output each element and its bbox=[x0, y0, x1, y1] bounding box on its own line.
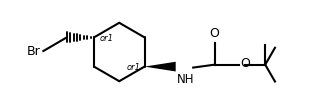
Text: O: O bbox=[240, 57, 250, 70]
Text: Br: Br bbox=[27, 45, 41, 58]
Text: O: O bbox=[210, 27, 219, 40]
Polygon shape bbox=[145, 62, 176, 71]
Text: or1: or1 bbox=[127, 63, 141, 72]
Text: NH: NH bbox=[177, 73, 194, 86]
Text: or1: or1 bbox=[100, 34, 114, 43]
